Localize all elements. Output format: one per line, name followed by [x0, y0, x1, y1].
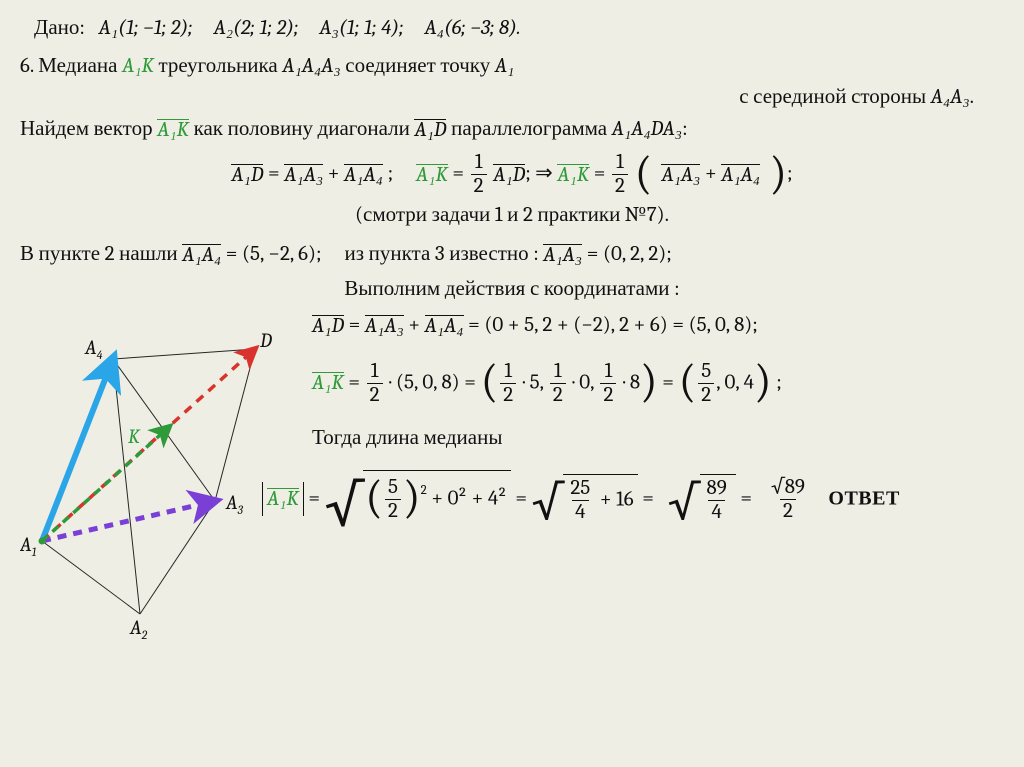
vector-a1k: A₁K — [157, 119, 189, 141]
vector-a1d: A₁D — [414, 119, 446, 141]
given-line: Дано: A₁(1; −1; 2); A₂(2; 1; 2); A₃(1; 1… — [20, 14, 1004, 42]
equation-1: A₁D = A₁A₃ + A₁A₄ ; A₁K = 12 A₁D; ⇒ A₁K … — [20, 152, 1004, 197]
text: треугольника — [154, 54, 283, 78]
perform-line: Выполним действия с координатами : — [20, 275, 1004, 303]
median-name: A₁K — [122, 54, 154, 78]
known-line: В пункте 2 нашли A₁A₄ = (5, −2, 6); из п… — [20, 240, 1004, 269]
diagram: A1 A2 A3 A4 D K — [20, 309, 300, 639]
side-name: A₄A₃ — [931, 85, 970, 109]
text: соединяет точку — [341, 54, 495, 78]
given-label: Дано: — [34, 16, 85, 40]
text: Медиана — [38, 54, 122, 78]
problem-line-1: 6. Медиана A₁K треугольника A₁A₄A₃ соеди… — [20, 52, 1004, 80]
find-line: Найдем вектор A₁K как половину диагонали… — [20, 115, 1004, 144]
see-note: (смотри задачи 1 и 2 практики №7). — [20, 201, 1004, 229]
text: с серединой стороны — [739, 85, 931, 109]
point-name: A₁ — [495, 54, 514, 78]
label-a2: A2 — [129, 616, 148, 639]
answer-label: ОТВЕТ — [828, 486, 899, 509]
label-a1: A1 — [20, 533, 37, 559]
parallelogram: A₁A₄DA₃ — [612, 117, 682, 141]
dot: . — [970, 85, 974, 109]
label-k: K — [128, 425, 141, 448]
problem-number: 6. — [20, 54, 34, 78]
label-a3: A3 — [225, 491, 244, 517]
label-d: D — [259, 329, 272, 352]
text: Найдем вектор — [20, 117, 157, 141]
calc-a1d: A₁D = A₁A₃ + A₁A₄ = (0 + 5, 2 + (−2), 2 … — [312, 311, 1004, 340]
label-a4: A4 — [84, 336, 103, 362]
text: параллелограмма — [451, 117, 612, 141]
given-points: A₁(1; −1; 2); A₂(2; 1; 2); A₃(1; 1; 4); … — [99, 16, 521, 40]
triangle-name: A₁A₄A₃ — [282, 54, 340, 78]
text: как половину диагонали — [194, 117, 415, 141]
length-calc: A₁K = √ (52)2 + 0² + 4² = √ 254 + 16 = √ — [262, 470, 1004, 529]
problem-line-2: с серединой стороны A₄A₃. — [20, 83, 1004, 111]
calc-a1k: A₁K = 12 · (5, 0, 8) = (12 · 5, 12 · 0, … — [312, 361, 1004, 406]
then-line: Тогда длина медианы — [312, 424, 1004, 452]
